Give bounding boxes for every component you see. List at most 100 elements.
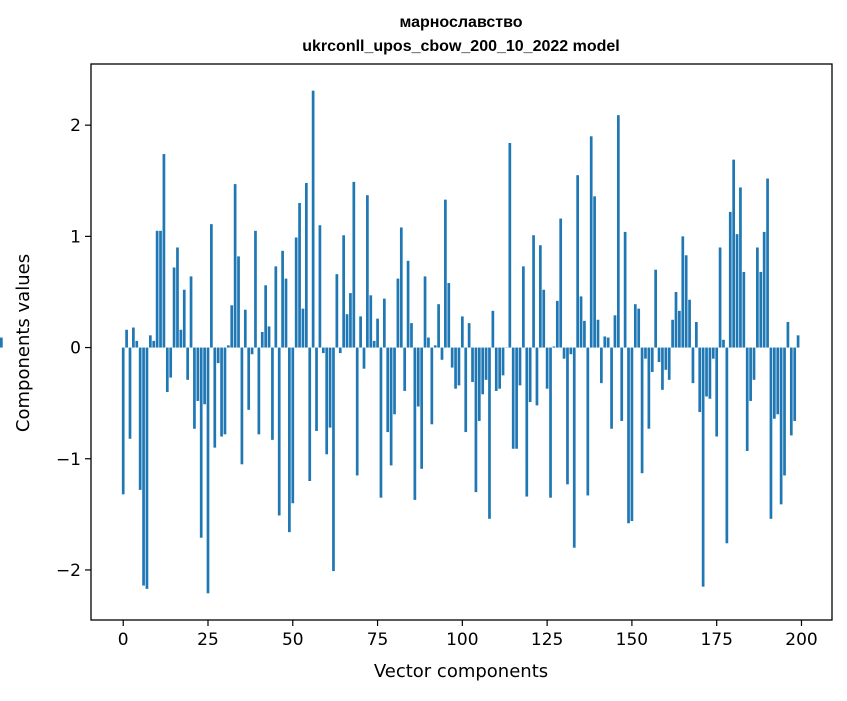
bar bbox=[291, 348, 294, 504]
bar bbox=[573, 348, 576, 548]
bar bbox=[220, 348, 223, 437]
bar bbox=[797, 335, 800, 347]
bar bbox=[464, 348, 467, 433]
bar bbox=[159, 231, 162, 348]
bar bbox=[753, 348, 756, 380]
bar bbox=[149, 335, 152, 347]
bar bbox=[373, 341, 376, 348]
chart-title: марнославство bbox=[399, 14, 522, 31]
bar bbox=[163, 154, 166, 347]
bar bbox=[614, 315, 617, 347]
bar bbox=[702, 348, 705, 587]
bar bbox=[346, 314, 349, 347]
bar bbox=[203, 348, 206, 405]
bar bbox=[451, 348, 454, 368]
bar bbox=[210, 224, 213, 347]
bar bbox=[570, 348, 573, 355]
bar bbox=[295, 237, 298, 347]
bar bbox=[407, 261, 410, 348]
bar bbox=[485, 348, 488, 380]
bar bbox=[586, 348, 589, 496]
bar bbox=[312, 91, 315, 348]
x-tick-label: 75 bbox=[367, 630, 389, 650]
bar bbox=[190, 276, 193, 347]
bar bbox=[156, 231, 159, 348]
bar bbox=[763, 232, 766, 348]
bar bbox=[129, 348, 132, 439]
bar bbox=[732, 160, 735, 348]
bar bbox=[139, 348, 142, 490]
bar bbox=[234, 184, 237, 347]
bar bbox=[695, 322, 698, 348]
bar bbox=[166, 348, 169, 392]
bar bbox=[692, 348, 695, 384]
bar bbox=[742, 272, 745, 348]
bar bbox=[675, 292, 678, 348]
bar bbox=[580, 296, 583, 347]
bar bbox=[709, 348, 712, 399]
bar bbox=[492, 311, 495, 348]
bar bbox=[359, 316, 362, 347]
bar bbox=[339, 348, 342, 354]
bar bbox=[519, 348, 522, 386]
bar bbox=[583, 321, 586, 348]
bar bbox=[230, 305, 233, 347]
bar bbox=[434, 345, 437, 347]
bar bbox=[508, 143, 511, 348]
bar bbox=[224, 348, 227, 435]
bar bbox=[142, 348, 145, 586]
bar bbox=[461, 316, 464, 347]
bar bbox=[132, 328, 135, 348]
bar bbox=[783, 348, 786, 476]
bar bbox=[376, 319, 379, 348]
bar bbox=[0, 338, 3, 348]
bar bbox=[546, 348, 549, 389]
bar bbox=[288, 348, 291, 533]
bar bbox=[251, 348, 254, 355]
bar bbox=[437, 304, 440, 347]
bar bbox=[244, 310, 247, 348]
bar bbox=[790, 348, 793, 436]
bar bbox=[749, 348, 752, 401]
bar bbox=[688, 300, 691, 348]
bar bbox=[627, 348, 630, 524]
bar bbox=[196, 348, 199, 401]
bar bbox=[369, 295, 372, 347]
bar bbox=[654, 270, 657, 348]
bar bbox=[787, 322, 790, 348]
bar bbox=[593, 196, 596, 347]
bar bbox=[380, 348, 383, 498]
bar bbox=[152, 341, 155, 348]
bar bbox=[671, 320, 674, 348]
bar bbox=[427, 338, 430, 348]
bar bbox=[471, 348, 474, 382]
bar bbox=[285, 279, 288, 348]
bar bbox=[458, 348, 461, 386]
bar bbox=[661, 348, 664, 390]
y-tick-label: −2 bbox=[56, 561, 81, 581]
bar bbox=[542, 290, 545, 348]
bar bbox=[180, 330, 183, 348]
x-tick-label: 0 bbox=[118, 630, 129, 650]
bar bbox=[447, 283, 450, 348]
bar bbox=[169, 348, 172, 378]
bar bbox=[200, 348, 203, 538]
bar bbox=[556, 301, 559, 348]
bar bbox=[193, 348, 196, 429]
x-tick-label: 150 bbox=[616, 630, 648, 650]
bar bbox=[637, 309, 640, 348]
bar bbox=[176, 247, 179, 347]
bar bbox=[658, 348, 661, 362]
bar bbox=[644, 348, 647, 359]
y-tick-label: −1 bbox=[56, 450, 81, 470]
bar bbox=[607, 338, 610, 348]
bar bbox=[515, 348, 518, 449]
bar bbox=[329, 348, 332, 428]
bar bbox=[308, 348, 311, 481]
x-tick-label: 125 bbox=[531, 630, 563, 650]
bar bbox=[553, 346, 556, 347]
bar bbox=[648, 348, 651, 429]
